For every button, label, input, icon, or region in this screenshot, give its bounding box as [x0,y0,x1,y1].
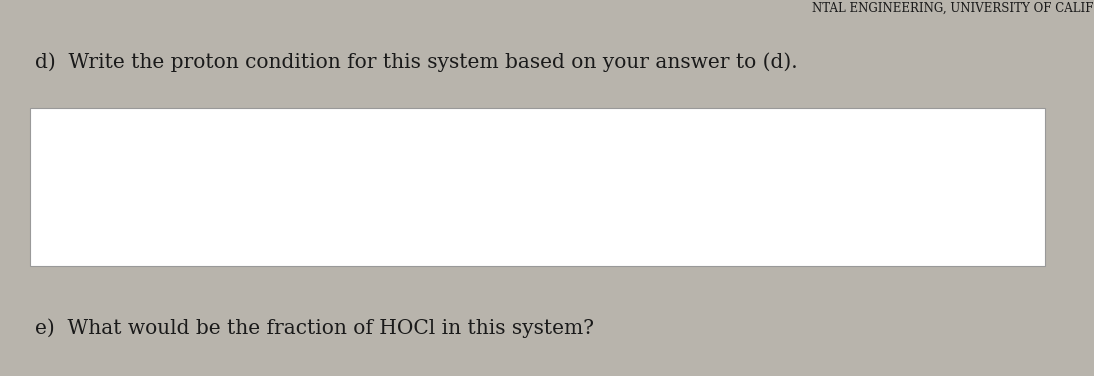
Text: NTAL ENGINEERING, UNIVERSITY OF CALIF: NTAL ENGINEERING, UNIVERSITY OF CALIF [813,2,1094,15]
Text: d)  Write the proton condition for this system based on your answer to (d).: d) Write the proton condition for this s… [35,52,798,72]
Text: e)  What would be the fraction of HOCl in this system?: e) What would be the fraction of HOCl in… [35,318,594,338]
FancyBboxPatch shape [30,108,1045,266]
